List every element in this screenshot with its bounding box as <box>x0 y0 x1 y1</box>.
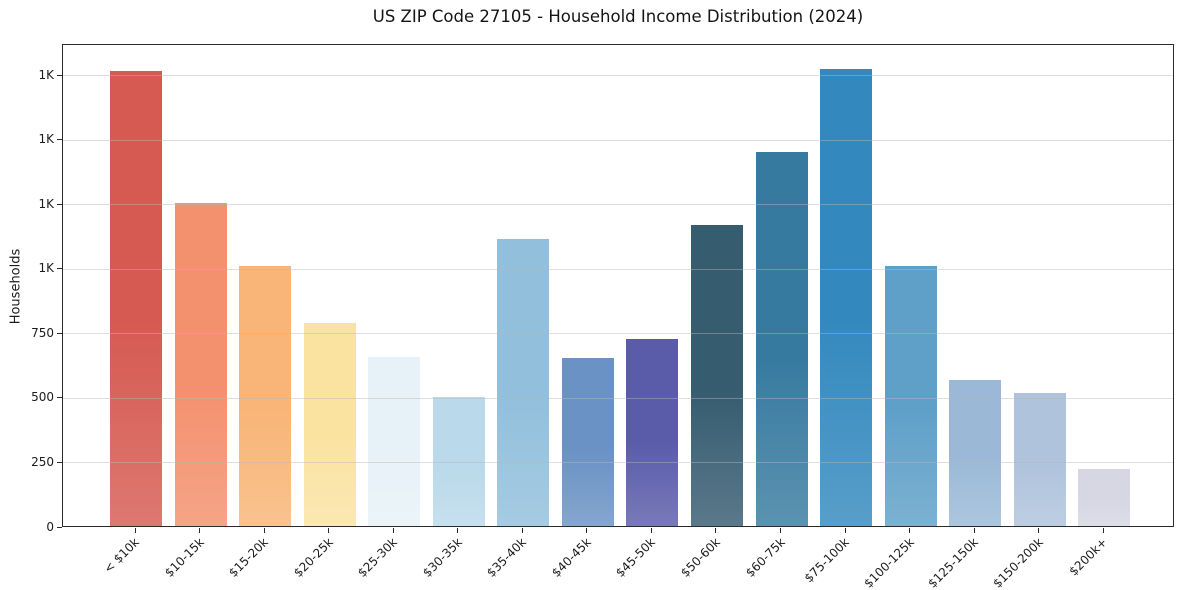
x-tick-mark-25-30k <box>392 528 394 533</box>
y-tick-label-500: 500 <box>31 390 54 405</box>
x-tick-label-20-25k: $20-25k <box>290 535 336 580</box>
x-tick-mark-45-50k <box>650 528 652 533</box>
gridline-1000 <box>63 268 1173 270</box>
x-tick-mark-10-15k <box>199 528 201 533</box>
x-tick-mark-100-125k <box>909 528 911 533</box>
bar-25-30k <box>368 356 421 526</box>
bar-30-35k <box>432 396 485 526</box>
x-tick-mark-125-150k <box>973 528 975 533</box>
gridline-500 <box>63 397 1173 399</box>
x-tick-label-40-45k: $40-45k <box>548 535 594 580</box>
bar-150-200k <box>1013 393 1066 526</box>
gridline-250 <box>63 462 1173 464</box>
x-tick-label-10-15k: $10-15k <box>161 535 207 580</box>
x-tick-label-125-150k: $125-150k <box>925 535 981 590</box>
bar-45-50k <box>626 338 679 526</box>
bar-125-150k <box>949 380 1002 526</box>
x-tick-label-15-20k: $15-20k <box>226 535 271 580</box>
x-tick-mark-15-20k <box>263 528 265 533</box>
y-tick-label-1750: 1K <box>38 67 54 82</box>
x-tick-label-75-100k: $75-100k <box>801 535 852 586</box>
x-tick-label-200k: $200k+ <box>1066 535 1111 579</box>
bar-20-25k <box>303 323 356 526</box>
x-tick-mark-20-25k <box>328 528 330 533</box>
bar-100-125k <box>884 266 937 526</box>
x-tick-mark-60-75k <box>780 528 781 533</box>
x-tick-label-10k: < $10k <box>101 535 142 576</box>
x-tick-label-100-125k: $100-125k <box>860 535 917 590</box>
x-tick-mark-35-40k <box>521 528 523 533</box>
x-tick-label-60-75k: $60-75k <box>742 535 788 580</box>
y-tick-label-1250: 1K <box>38 196 54 211</box>
gridline-750 <box>63 333 1173 335</box>
bar-75-100k <box>820 68 872 526</box>
bar-60-75k <box>755 151 808 526</box>
chart-title: US ZIP Code 27105 - Household Income Dis… <box>372 7 864 26</box>
x-tick-label-45-50k: $45-50k <box>613 535 659 580</box>
x-tick-mark-40-45k <box>586 528 588 533</box>
x-tick-label-30-35k: $30-35k <box>419 535 465 580</box>
bar-10-15k <box>174 203 227 526</box>
x-tick-label-150-200k: $150-200k <box>989 535 1046 590</box>
x-tick-label-25-30k: $25-30k <box>355 535 401 580</box>
bar-50-60k <box>690 225 743 526</box>
gridline-1250 <box>63 204 1173 206</box>
x-tick-mark-10k <box>134 528 136 533</box>
x-tick-mark-200k <box>1102 528 1104 533</box>
x-tick-mark-50-60k <box>715 528 717 533</box>
x-tick-label-35-40k: $35-40k <box>484 535 530 580</box>
x-tick-mark-75-100k <box>844 528 846 533</box>
y-tick-label-0: 0 <box>46 519 54 534</box>
x-tick-mark-150-200k <box>1038 528 1040 533</box>
bar-35-40k <box>497 239 550 526</box>
gridline-1500 <box>63 139 1173 141</box>
bar-15-20k <box>239 266 292 526</box>
bar-40-45k <box>561 358 614 526</box>
y-axis-label: Households <box>8 248 24 325</box>
y-tick-label-250: 250 <box>31 454 54 469</box>
plot-area <box>62 44 1174 527</box>
y-tick-label-1500: 1K <box>38 132 54 147</box>
x-tick-mark-30-35k <box>457 528 459 533</box>
gridline-1750 <box>63 75 1173 76</box>
bar-10k <box>110 71 162 526</box>
bar-200k <box>1078 469 1131 526</box>
x-tick-label-50-60k: $50-60k <box>677 535 723 580</box>
